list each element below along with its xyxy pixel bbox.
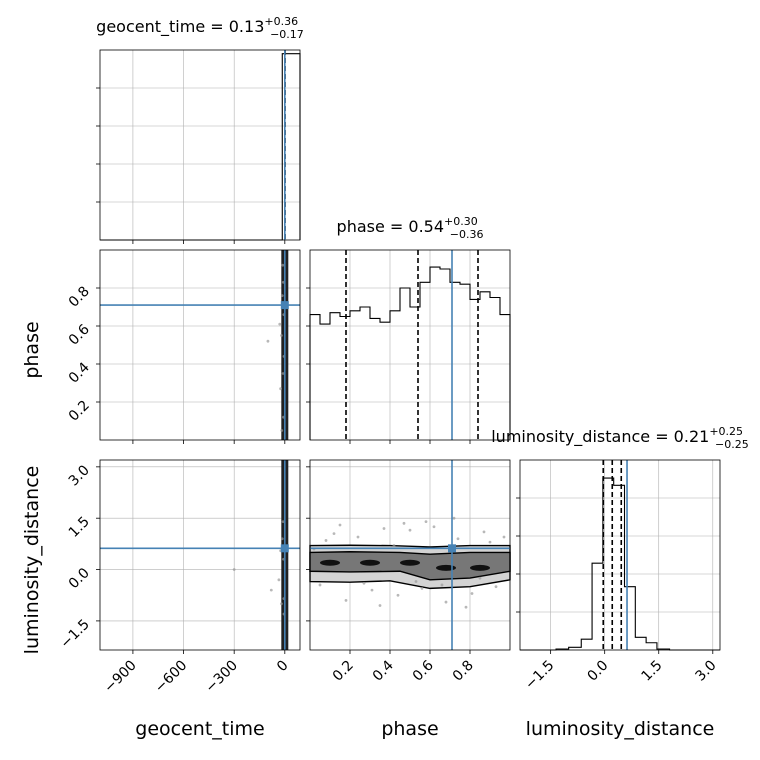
- scatter-point: [281, 280, 285, 284]
- scatter-point: [332, 532, 336, 536]
- scatter-panel-phase-luminosity_distance: 0.2 0.4 0.6 0.8: [306, 459, 511, 685]
- scatter-point: [502, 535, 506, 539]
- scatter-point: [280, 537, 284, 541]
- ytick-label: 1.5: [66, 514, 93, 541]
- xtick-label: 0.0: [584, 658, 611, 685]
- scatter-point: [280, 294, 284, 297]
- scatter-point: [281, 263, 285, 267]
- scatter-point: [281, 372, 285, 375]
- ytick-label: −1.5: [57, 616, 92, 651]
- truth-marker: [280, 301, 289, 310]
- ytick-label: 0.4: [66, 359, 93, 386]
- hist-step-geocent_time: [100, 53, 301, 241]
- scatter-point: [478, 576, 482, 580]
- panel-title-geocent_time: geocent_time = 0.13+0.36 −0.17: [96, 15, 304, 41]
- hist-step-luminosity_distance: [520, 477, 720, 651]
- density-core: [400, 559, 420, 566]
- scatter-point: [452, 516, 456, 520]
- scatter-point: [482, 530, 486, 534]
- xtick-label: 0: [274, 658, 292, 676]
- scatter-point: [266, 339, 270, 343]
- xlabel-phase: phase: [381, 718, 438, 740]
- panel-title-luminosity_distance: luminosity_distance = 0.21+0.25 −0.25: [491, 425, 749, 451]
- panels-layer: geocent_time = 0.13+0.36 −0.17 phase = 0.5…: [57, 15, 748, 696]
- density-core: [360, 559, 380, 566]
- scatter-panel-geocent_time-luminosity_distance: −1.5 0.0 1.5 3.0 −900 −600 −300 0: [57, 459, 301, 697]
- scatter-point: [444, 600, 448, 604]
- hist-panel-phase: phase = 0.54+0.30 −0.36: [306, 215, 511, 444]
- scatter-point: [432, 525, 436, 529]
- scatter-point: [356, 535, 360, 539]
- scatter-frame: [309, 459, 511, 651]
- scatter-point: [279, 387, 282, 391]
- hist-frame: [309, 249, 511, 441]
- xtick-label: −1.5: [522, 658, 557, 693]
- hist-panel-luminosity_distance: luminosity_distance = 0.21+0.25 −0.25 −1.5…: [491, 425, 749, 693]
- xlabel-geocent-time: geocent_time: [135, 718, 264, 740]
- scatter-point: [402, 521, 406, 525]
- xtick-label: 0.6: [410, 657, 437, 684]
- ytick-label: 0.2: [66, 398, 93, 425]
- scatter-frame: [99, 249, 301, 441]
- density-core: [436, 564, 456, 571]
- hist-panel-geocent_time: geocent_time = 0.13+0.36 −0.17: [96, 15, 304, 244]
- scatter-point: [344, 598, 348, 602]
- ylabel-luminosity-distance: luminosity_distance: [21, 466, 43, 655]
- ytick-label: 0.6: [66, 321, 93, 348]
- density-core: [320, 559, 340, 566]
- hist-frame: [519, 459, 721, 651]
- xtick-label: 1.5: [639, 658, 666, 685]
- scatter-point: [280, 602, 283, 606]
- scatter-point: [232, 568, 236, 571]
- xlabel-luminosity-distance: luminosity_distance: [526, 718, 715, 740]
- scatter-point: [280, 429, 284, 432]
- ylabel-phase: phase: [21, 321, 43, 378]
- scatter-point: [269, 588, 273, 592]
- scatter-point: [414, 580, 418, 583]
- axis-labels-layer: geocent_time phase luminosity_distance p…: [21, 321, 714, 740]
- scatter-point: [424, 520, 428, 524]
- scatter-point: [277, 578, 281, 582]
- scatter-point: [324, 539, 328, 542]
- xtick-label: 3.0: [693, 658, 720, 685]
- ytick-label: 0.8: [66, 284, 93, 311]
- scatter-point: [278, 322, 282, 326]
- scatter-point: [382, 527, 386, 530]
- scatter-point: [280, 334, 283, 337]
- scatter-point: [396, 593, 400, 597]
- scatter-point: [494, 585, 498, 589]
- scatter-point: [470, 592, 474, 595]
- scatter-point: [392, 544, 396, 547]
- scatter-point: [440, 583, 444, 587]
- xtick-label: 0.4: [370, 657, 397, 684]
- scatter-point: [378, 604, 382, 607]
- scatter-point: [464, 605, 468, 609]
- panel-title-phase: phase = 0.54+0.30 −0.36: [337, 215, 484, 241]
- xtick-label: 0.8: [450, 658, 477, 685]
- xtick-label: 0.2: [330, 658, 357, 685]
- scatter-point: [488, 540, 492, 544]
- hist-frame: [99, 49, 301, 241]
- truth-marker: [280, 544, 289, 553]
- xtick-label: −900: [101, 658, 140, 697]
- scatter-point: [408, 528, 412, 532]
- scatter-point: [370, 588, 374, 592]
- truth-marker: [448, 544, 456, 553]
- scatter-frame: [99, 459, 301, 651]
- scatter-point: [281, 520, 285, 524]
- scatter-point: [338, 523, 342, 527]
- xtick-label: −300: [203, 658, 242, 697]
- xtick-label: −600: [152, 658, 191, 697]
- density-core: [470, 564, 490, 571]
- ytick-label: 0.0: [66, 565, 93, 592]
- scatter-point: [420, 586, 424, 590]
- ytick-label: 3.0: [66, 462, 93, 489]
- scatter-panel-geocent_time-phase: 0.2 0.4 0.6 0.8: [66, 249, 301, 444]
- scatter-point: [362, 581, 366, 585]
- scatter-point: [318, 583, 322, 587]
- hist-step-phase: [309, 266, 511, 440]
- scatter-point: [456, 537, 460, 541]
